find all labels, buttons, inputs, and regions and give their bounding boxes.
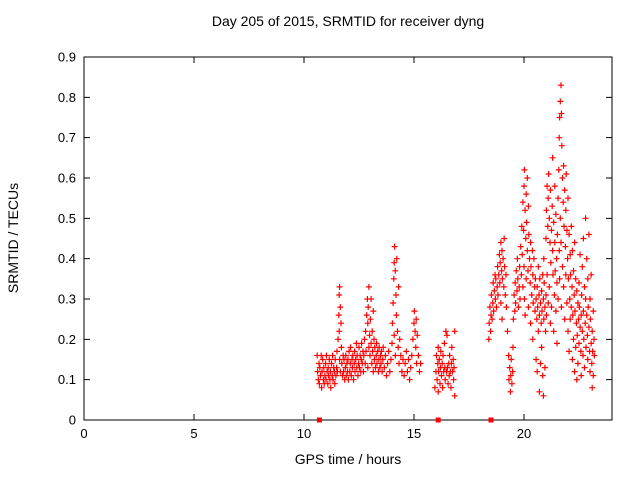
axis-zero-marker (435, 417, 441, 423)
x-axis-label: GPS time / hours (295, 451, 402, 467)
x-tick-label: 0 (80, 426, 87, 441)
y-axis-label: SRMTID / TECUs (5, 183, 21, 293)
y-tick-label: 0.9 (58, 50, 76, 65)
y-tick-label: 0.1 (58, 372, 76, 387)
x-tick-label: 15 (407, 426, 421, 441)
x-tick-label: 20 (517, 426, 531, 441)
y-tick-label: 0 (69, 413, 76, 428)
y-tick-label: 0.2 (58, 332, 76, 347)
y-tick-label: 0.6 (58, 171, 76, 186)
y-tick-label: 0.8 (58, 90, 76, 105)
x-tick-label: 5 (190, 426, 197, 441)
axis-zero-marker (316, 417, 322, 423)
y-tick-label: 0.5 (58, 211, 76, 226)
y-tick-label: 0.4 (58, 251, 76, 266)
y-tick-label: 0.7 (58, 130, 76, 145)
chart-title: Day 205 of 2015, SRMTID for receiver dyn… (212, 13, 484, 29)
y-tick-label: 0.3 (58, 292, 76, 307)
axis-ticks (83, 56, 612, 421)
x-tick-label: 10 (297, 426, 311, 441)
plot-border (83, 56, 613, 421)
axis-zero-marker (488, 417, 494, 423)
data-points (314, 82, 598, 399)
